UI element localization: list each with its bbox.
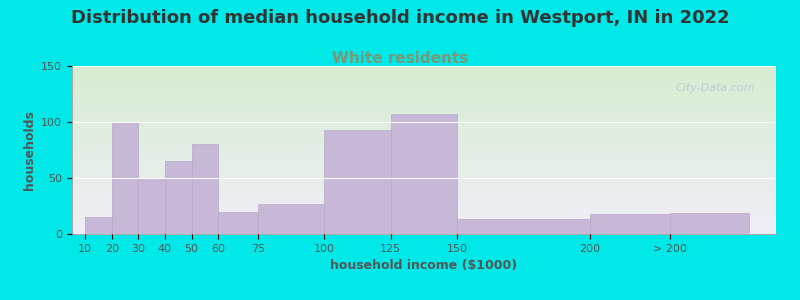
Bar: [590, 214, 670, 234]
Bar: [458, 219, 590, 234]
Bar: [191, 144, 218, 234]
Text: Distribution of median household income in Westport, IN in 2022: Distribution of median household income …: [70, 9, 730, 27]
Bar: [670, 213, 750, 234]
Y-axis label: households: households: [22, 110, 36, 190]
Bar: [138, 178, 165, 234]
Bar: [112, 122, 138, 234]
X-axis label: household income ($1000): household income ($1000): [330, 259, 518, 272]
Bar: [165, 161, 191, 234]
Bar: [86, 217, 112, 234]
Text: City-Data.com: City-Data.com: [675, 83, 755, 93]
Text: White residents: White residents: [332, 51, 468, 66]
Bar: [258, 204, 324, 234]
Bar: [218, 212, 258, 234]
Bar: [390, 114, 458, 234]
Bar: [324, 130, 390, 234]
